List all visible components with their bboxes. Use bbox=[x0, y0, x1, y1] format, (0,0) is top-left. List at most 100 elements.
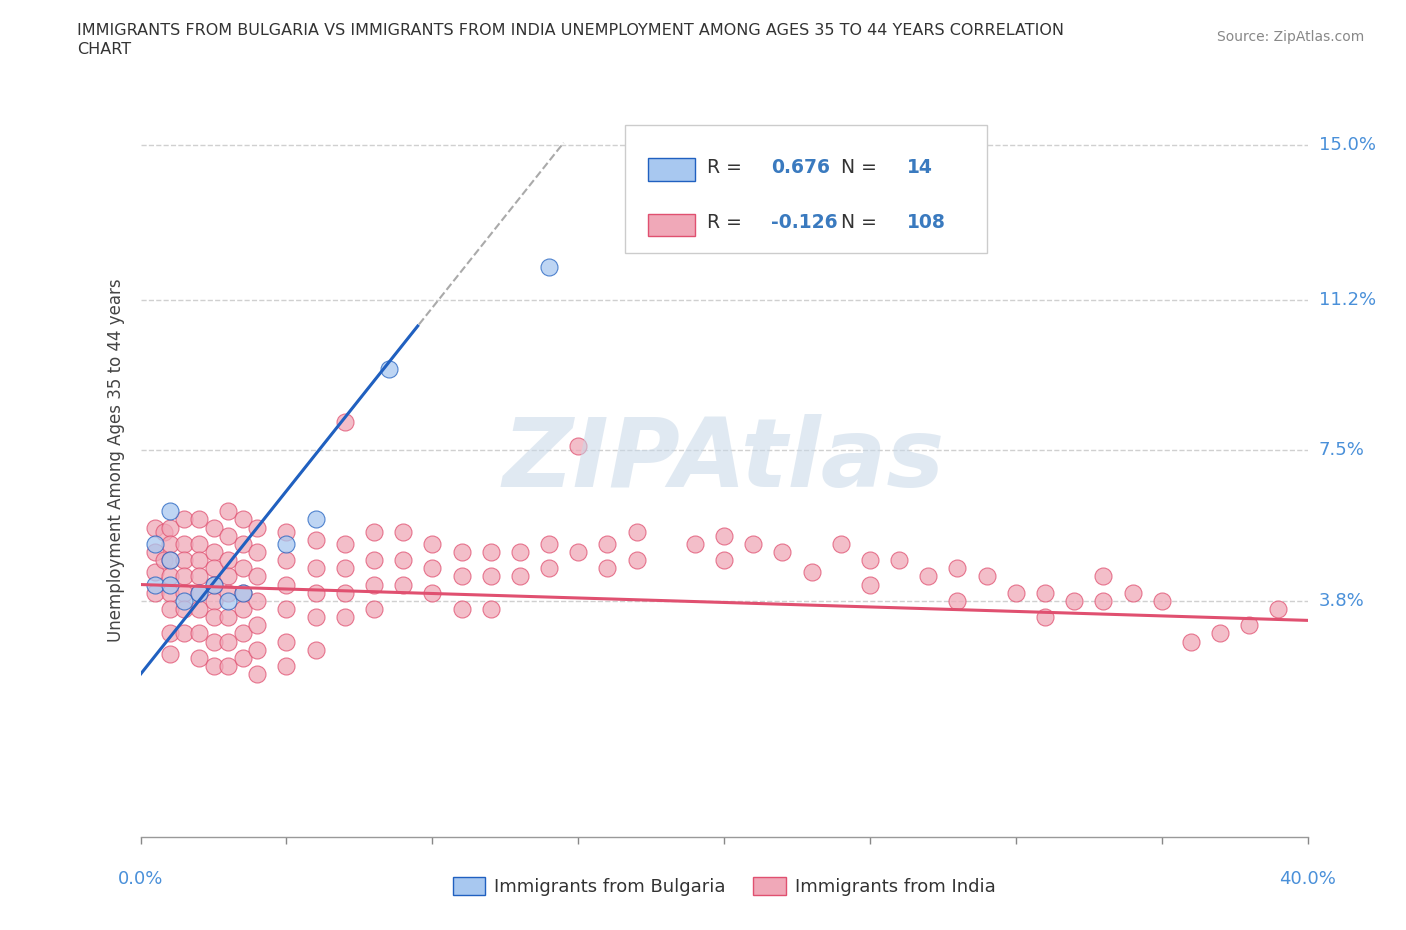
Point bbox=[202, 578, 225, 592]
Point bbox=[946, 593, 969, 608]
Point bbox=[422, 585, 444, 600]
Point bbox=[159, 504, 181, 519]
Point bbox=[246, 593, 269, 608]
Point bbox=[1063, 593, 1085, 608]
Point bbox=[217, 585, 239, 600]
Text: N =: N = bbox=[841, 158, 883, 177]
Point bbox=[392, 552, 415, 567]
FancyBboxPatch shape bbox=[648, 214, 695, 236]
Point bbox=[1033, 585, 1056, 600]
Point bbox=[173, 537, 195, 551]
Point bbox=[1092, 569, 1115, 584]
Text: 7.5%: 7.5% bbox=[1319, 441, 1365, 459]
Text: 0.676: 0.676 bbox=[770, 158, 830, 177]
Point bbox=[202, 545, 225, 560]
Point bbox=[232, 650, 254, 665]
Point bbox=[232, 512, 254, 526]
Point bbox=[1122, 585, 1144, 600]
Point bbox=[626, 525, 648, 539]
Point bbox=[450, 569, 472, 584]
Point bbox=[377, 361, 399, 376]
Text: 11.2%: 11.2% bbox=[1319, 290, 1376, 309]
Text: 0.0%: 0.0% bbox=[118, 870, 163, 887]
Point bbox=[202, 610, 225, 625]
Point bbox=[202, 578, 225, 592]
Point bbox=[305, 561, 328, 576]
Point bbox=[363, 578, 385, 592]
Point bbox=[538, 259, 561, 274]
Point bbox=[159, 646, 181, 661]
Point bbox=[246, 569, 269, 584]
Point bbox=[276, 537, 298, 551]
Point bbox=[143, 537, 166, 551]
Point bbox=[143, 578, 166, 592]
Point bbox=[173, 569, 195, 584]
Point bbox=[202, 634, 225, 649]
Text: 14: 14 bbox=[907, 158, 934, 177]
Point bbox=[1005, 585, 1028, 600]
Text: ZIPAtlas: ZIPAtlas bbox=[503, 414, 945, 507]
Point bbox=[567, 545, 589, 560]
Point bbox=[159, 626, 181, 641]
Point bbox=[153, 552, 176, 567]
Text: R =: R = bbox=[707, 213, 748, 232]
Point bbox=[859, 552, 882, 567]
Point bbox=[217, 610, 239, 625]
Point bbox=[596, 561, 619, 576]
Point bbox=[173, 593, 195, 608]
Point bbox=[217, 504, 239, 519]
Point bbox=[538, 537, 561, 551]
Point bbox=[246, 667, 269, 682]
Point bbox=[232, 585, 254, 600]
Point bbox=[889, 552, 911, 567]
Point bbox=[188, 585, 211, 600]
Point bbox=[276, 525, 298, 539]
Point bbox=[392, 525, 415, 539]
Point bbox=[830, 537, 852, 551]
Point bbox=[188, 552, 211, 567]
Point bbox=[305, 532, 328, 547]
Point bbox=[246, 520, 269, 535]
Point bbox=[159, 585, 181, 600]
Point bbox=[188, 569, 211, 584]
Point bbox=[305, 512, 328, 526]
Point bbox=[153, 525, 176, 539]
Point bbox=[363, 602, 385, 617]
Point bbox=[246, 545, 269, 560]
Point bbox=[143, 565, 166, 579]
Point bbox=[479, 569, 502, 584]
Point bbox=[202, 658, 225, 673]
Point bbox=[188, 650, 211, 665]
Point bbox=[333, 561, 356, 576]
Point bbox=[567, 439, 589, 454]
Point bbox=[333, 585, 356, 600]
Point bbox=[159, 537, 181, 551]
FancyBboxPatch shape bbox=[624, 126, 987, 253]
Point bbox=[246, 618, 269, 632]
Point bbox=[713, 552, 735, 567]
Point bbox=[1033, 610, 1056, 625]
Legend: Immigrants from Bulgaria, Immigrants from India: Immigrants from Bulgaria, Immigrants fro… bbox=[446, 870, 1002, 903]
Text: Source: ZipAtlas.com: Source: ZipAtlas.com bbox=[1216, 30, 1364, 44]
Point bbox=[159, 552, 181, 567]
Point bbox=[450, 545, 472, 560]
Point bbox=[509, 545, 531, 560]
Point bbox=[509, 569, 531, 584]
Point bbox=[217, 658, 239, 673]
Point bbox=[305, 643, 328, 658]
Point bbox=[333, 610, 356, 625]
Point bbox=[143, 545, 166, 560]
Point bbox=[159, 569, 181, 584]
Point bbox=[276, 552, 298, 567]
Point bbox=[1267, 602, 1289, 617]
Point bbox=[143, 520, 166, 535]
Point bbox=[276, 634, 298, 649]
Point bbox=[800, 565, 823, 579]
Point bbox=[333, 537, 356, 551]
Point bbox=[188, 512, 211, 526]
Point bbox=[173, 626, 195, 641]
Text: N =: N = bbox=[841, 213, 883, 232]
Point bbox=[333, 414, 356, 429]
Point bbox=[683, 537, 706, 551]
Y-axis label: Unemployment Among Ages 35 to 44 years: Unemployment Among Ages 35 to 44 years bbox=[107, 279, 125, 642]
